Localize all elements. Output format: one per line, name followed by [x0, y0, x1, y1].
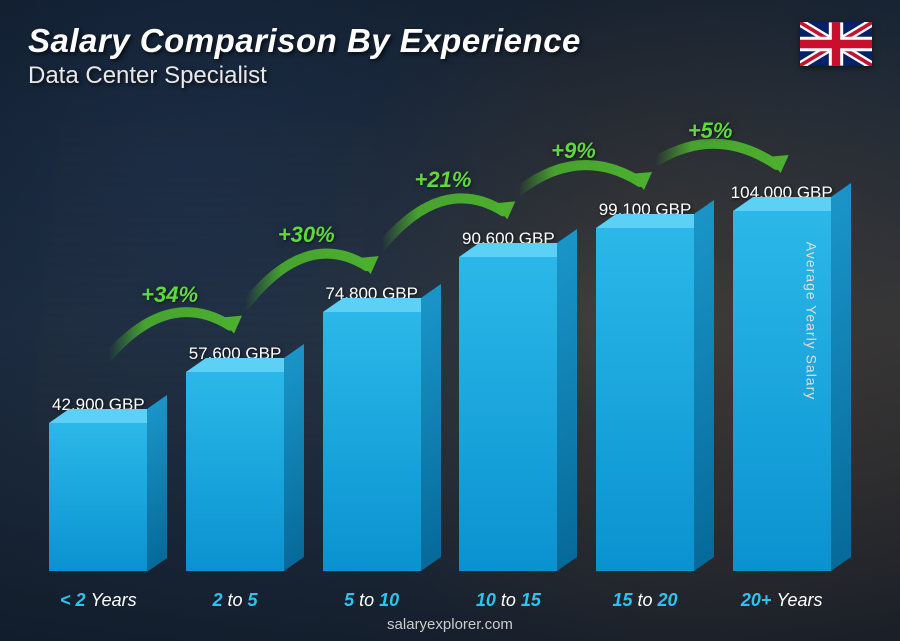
x-axis-label: 10 to 15	[440, 590, 577, 611]
footer-credit: salaryexplorer.com	[0, 616, 900, 633]
bar-3d	[186, 372, 284, 571]
x-axis-label: 5 to 10	[303, 590, 440, 611]
uk-flag-icon	[800, 22, 872, 66]
bar-side-face	[421, 284, 441, 571]
main-title: Salary Comparison By Experience	[28, 22, 581, 60]
title-block: Salary Comparison By Experience Data Cen…	[28, 22, 581, 90]
bar-3d	[323, 312, 421, 571]
bar-front-face	[323, 312, 421, 571]
bar-front-face	[49, 423, 147, 572]
bar-side-face	[831, 183, 851, 571]
x-axis-label: < 2 Years	[30, 590, 167, 611]
bar-group: 104,000 GBP	[713, 101, 850, 571]
bar-front-face	[186, 372, 284, 571]
bar-side-face	[284, 344, 304, 571]
header: Salary Comparison By Experience Data Cen…	[28, 22, 872, 90]
bar-side-face	[557, 229, 577, 571]
x-axis-label: 15 to 20	[577, 590, 714, 611]
bar-3d	[49, 423, 147, 572]
subtitle: Data Center Specialist	[28, 62, 581, 90]
bar-group: 74,800 GBP	[303, 101, 440, 571]
bar-group: 99,100 GBP	[577, 101, 714, 571]
x-axis-label: 20+ Years	[713, 590, 850, 611]
bar-group: 57,600 GBP	[167, 101, 304, 571]
bar-side-face	[694, 200, 714, 571]
x-axis-labels: < 2 Years2 to 55 to 1010 to 1515 to 2020…	[30, 590, 850, 611]
bar-side-face	[147, 394, 167, 571]
bar-group: 90,600 GBP	[440, 101, 577, 571]
bar-front-face	[596, 228, 694, 571]
bar-3d	[596, 228, 694, 571]
y-axis-label: Average Yearly Salary	[803, 241, 819, 400]
chart-area: 42,900 GBP 57,600 GBP 74,800 GBP 90,600 …	[30, 101, 850, 571]
bar-3d	[459, 257, 557, 571]
bar-group: 42,900 GBP	[30, 101, 167, 571]
x-axis-label: 2 to 5	[167, 590, 304, 611]
bar-front-face	[459, 257, 557, 571]
bars-container: 42,900 GBP 57,600 GBP 74,800 GBP 90,600 …	[30, 101, 850, 571]
